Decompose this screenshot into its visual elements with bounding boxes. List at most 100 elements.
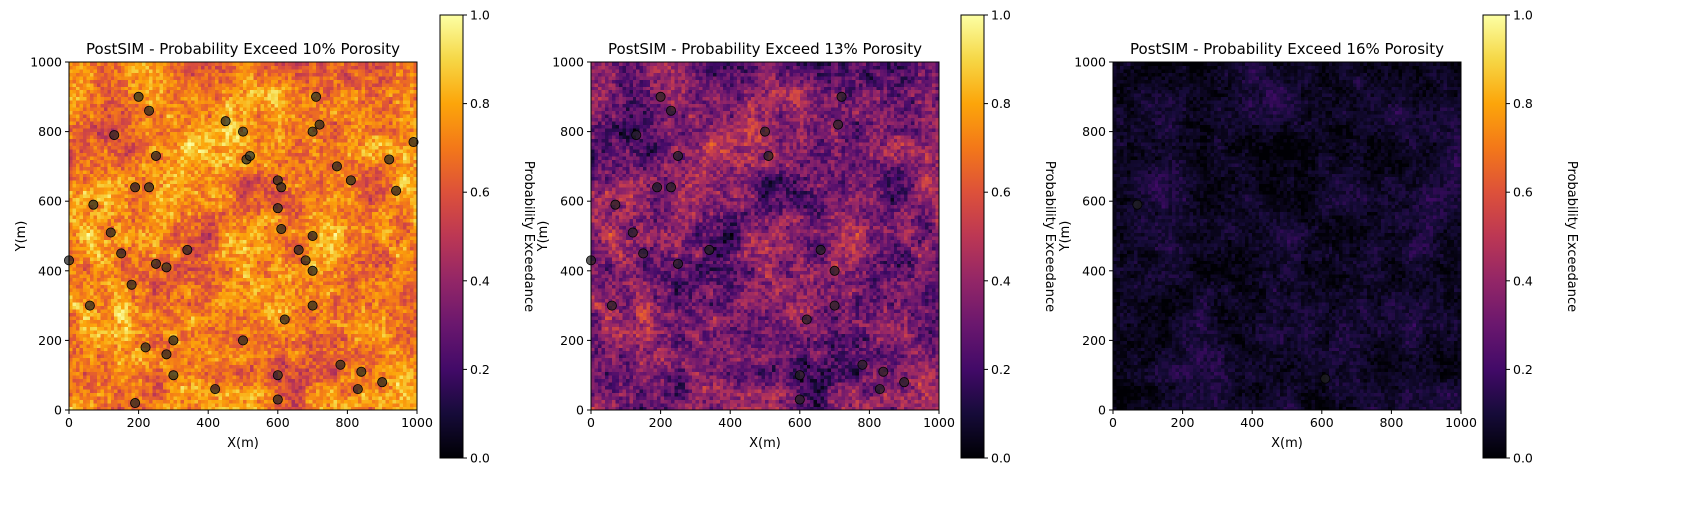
heatmap-cell [170,358,174,362]
heatmap-cell [142,79,146,83]
heatmap-cell [149,313,153,317]
heatmap-cell [83,139,87,143]
heatmap-cell [97,239,101,243]
heatmap-cell [191,285,195,289]
heatmap-cell [163,180,167,184]
heatmap-cell [170,257,174,261]
heatmap-cell [184,163,188,167]
heatmap-cell [76,86,80,90]
heatmap-cell [229,187,233,191]
heatmap-cell [236,159,240,163]
heatmap-cell [233,309,237,313]
heatmap-cell [219,330,223,334]
heatmap-cell [132,72,136,76]
heatmap-cell [107,114,111,118]
heatmap-cell [187,379,191,383]
heatmap-cell [139,79,143,83]
heatmap-cell [208,361,212,365]
heatmap-cell [177,194,181,198]
heatmap-cell [132,375,136,379]
heatmap-cell [205,125,209,129]
heatmap-cell [111,104,115,108]
heatmap-cell [79,132,83,136]
heatmap-cell [208,250,212,254]
heatmap-cell [142,267,146,271]
heatmap-cell [212,226,216,230]
heatmap-cell [76,180,80,184]
heatmap-cell [219,260,223,264]
heatmap-cell [153,323,157,327]
heatmap-cell [100,396,104,400]
heatmap-cell [187,375,191,379]
heatmap-cell [142,379,146,383]
heatmap-cell [86,389,90,393]
heatmap-cell [229,125,233,129]
heatmap-cell [97,260,101,264]
heatmap-cell [159,170,163,174]
heatmap-cell [156,285,160,289]
heatmap-cell [90,90,94,94]
heatmap-cell [205,375,209,379]
heatmap-cell [107,79,111,83]
heatmap-cell [93,347,97,351]
heatmap-cell [72,139,76,143]
heatmap-cell [79,347,83,351]
heatmap-cell [180,375,184,379]
heatmap-cell [93,90,97,94]
heatmap-cell [79,79,83,83]
heatmap-cell [139,135,143,139]
heatmap-cell [100,340,104,344]
heatmap-cell [139,128,143,132]
heatmap-cell [100,309,104,313]
heatmap-cell [159,128,163,132]
heatmap-cell [229,243,233,247]
heatmap-cell [212,205,216,209]
heatmap-cell [187,170,191,174]
heatmap-cell [90,400,94,404]
heatmap-cell [219,351,223,355]
heatmap-cell [153,97,157,101]
heatmap-cell [121,320,125,324]
heatmap-cell [72,194,76,198]
heatmap-cell [215,222,219,226]
heatmap-cell [236,309,240,313]
heatmap-cell [191,320,195,324]
heatmap-cell [170,278,174,282]
heatmap-cell [121,274,125,278]
heatmap-cell [114,146,118,150]
heatmap-cell [229,309,233,313]
heatmap-cell [125,86,129,90]
heatmap-cell [233,354,237,358]
heatmap-cell [198,156,202,160]
heatmap-cell [215,215,219,219]
heatmap-cell [212,246,216,250]
heatmap-cell [191,382,195,386]
heatmap-cell [229,271,233,275]
heatmap-cell [166,72,170,76]
heatmap-cell [118,128,122,132]
heatmap-cell [187,257,191,261]
heatmap-cell [233,156,237,160]
heatmap-cell [184,121,188,125]
heatmap-cell [79,219,83,223]
heatmap-cell [118,361,122,365]
heatmap-cell [100,271,104,275]
heatmap-cell [173,104,177,108]
heatmap-cell [114,403,118,407]
heatmap-cell [79,104,83,108]
heatmap-cell [201,271,205,275]
heatmap-cell [177,62,181,66]
heatmap-cell [128,379,132,383]
heatmap-cell [114,400,118,404]
heatmap-cell [100,368,104,372]
heatmap-cell [100,365,104,369]
heatmap-cell [107,72,111,76]
heatmap-cell [125,83,129,87]
heatmap-cell [104,72,108,76]
heatmap-cell [93,121,97,125]
heatmap-cell [177,114,181,118]
heatmap-cell [153,132,157,136]
heatmap-cell [121,330,125,334]
heatmap-cell [166,281,170,285]
heatmap-cell [222,177,226,181]
